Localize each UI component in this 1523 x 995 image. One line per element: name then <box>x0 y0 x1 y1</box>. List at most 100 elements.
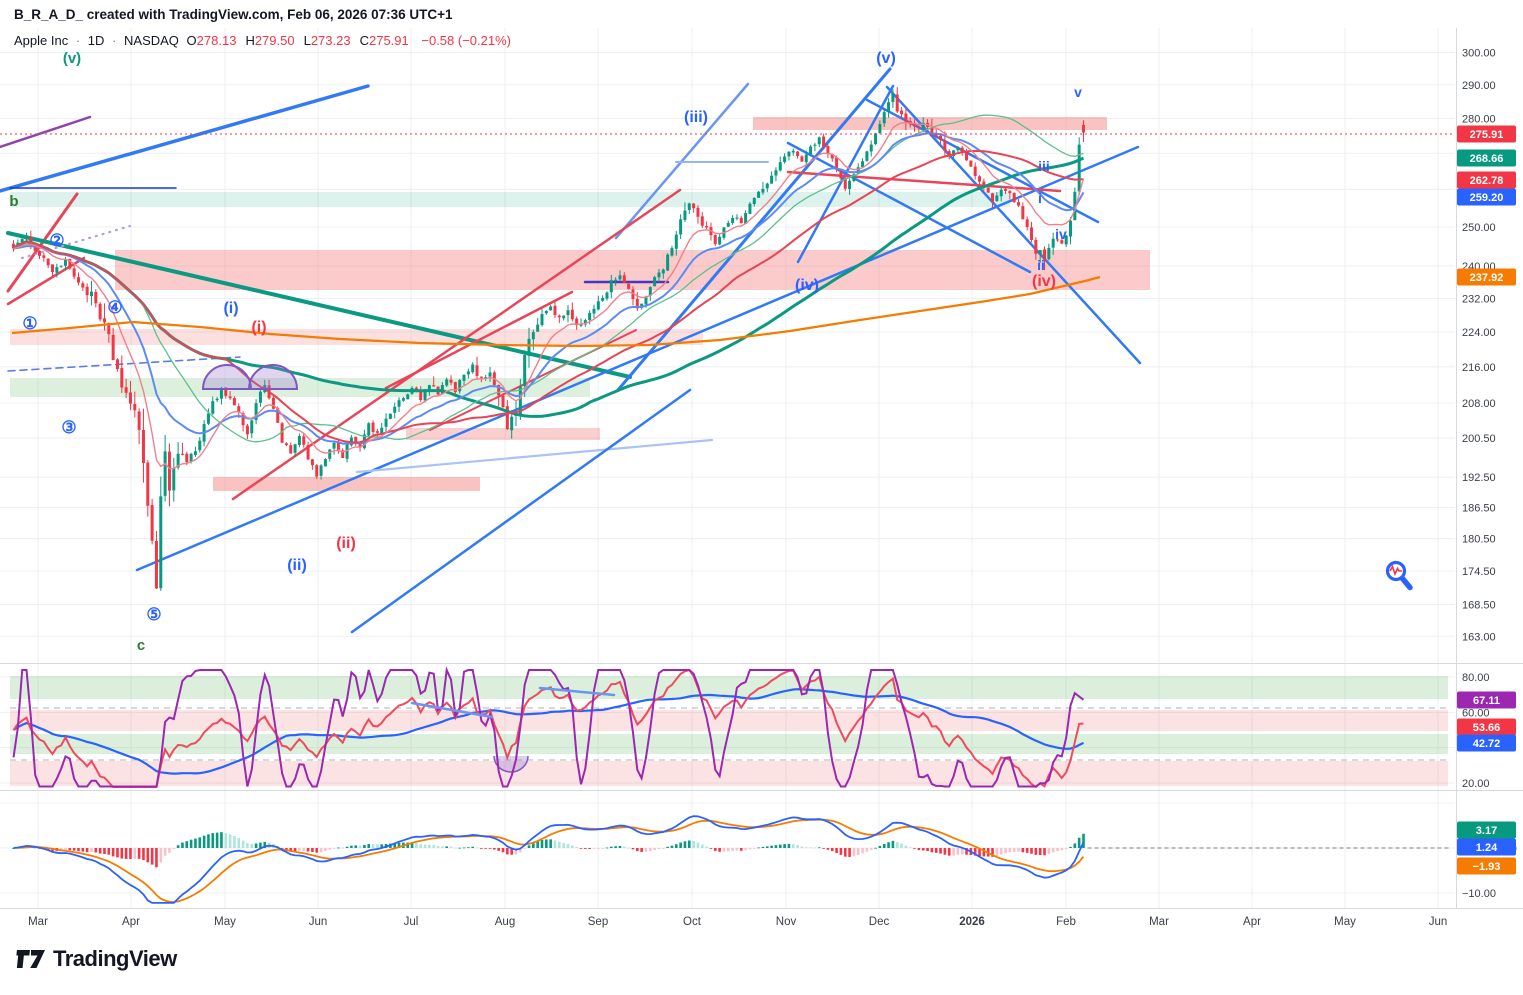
open-label: O <box>186 33 197 48</box>
price-axis-label: 163.00 <box>1462 631 1496 643</box>
trendline[interactable] <box>0 84 370 193</box>
trendline[interactable] <box>786 141 1032 274</box>
wave-label: (iv) <box>1032 273 1056 290</box>
price-badge <box>1457 125 1516 143</box>
tradingview-logo[interactable]: TradingView <box>16 946 177 972</box>
time-axis-label: Sep <box>588 916 608 928</box>
high-value: 279.50 <box>254 33 295 48</box>
price-axis-label: 250.00 <box>1462 222 1496 234</box>
price-zone[interactable] <box>10 761 1448 786</box>
trendline[interactable] <box>410 701 494 719</box>
stoch-fast-line[interactable] <box>12 666 1085 788</box>
price-badge-label: 275.91 <box>1470 129 1504 141</box>
price-badge <box>1457 268 1516 286</box>
wave-label: ② <box>49 231 64 250</box>
price-axis-label: 192.50 <box>1462 472 1496 484</box>
indicator-axis-label: 60.00 <box>1462 707 1490 719</box>
high-label: H <box>245 33 255 48</box>
trendline[interactable] <box>350 388 692 634</box>
indicator-axis-label: 20.00 <box>1462 778 1490 790</box>
price-badge <box>1457 188 1516 206</box>
price-axis-label: 280.00 <box>1462 114 1496 126</box>
trendline[interactable] <box>355 438 714 474</box>
wave-label: ③ <box>61 418 76 437</box>
trendline[interactable] <box>20 224 132 260</box>
price-badge <box>1457 149 1516 167</box>
trendline[interactable] <box>0 115 92 149</box>
price-badge <box>1457 821 1516 839</box>
price-badge-label: 268.66 <box>1470 153 1504 165</box>
macd-signal-line[interactable] <box>13 818 1085 904</box>
price-axis-label: 186.50 <box>1462 502 1496 514</box>
price-axis-label: 232.00 <box>1462 293 1496 305</box>
trendline[interactable] <box>6 256 86 306</box>
price-zone[interactable] <box>10 710 1448 731</box>
arc-drawing[interactable] <box>201 364 253 390</box>
macd-line[interactable] <box>13 815 1085 904</box>
wave-label: i <box>1038 190 1042 206</box>
wave-label: ii <box>1037 257 1045 273</box>
time-axis-label: Mar <box>28 916 48 928</box>
price-badge-label: 1.24 <box>1476 842 1498 854</box>
symbol-exchange[interactable]: NASDAQ <box>124 33 179 48</box>
price-zone[interactable] <box>10 676 1448 699</box>
wave-label: (iii) <box>684 109 708 126</box>
low-label: L <box>303 33 311 48</box>
moving-average[interactable] <box>13 114 1084 443</box>
wave-label: ① <box>22 314 37 333</box>
macd-histogram[interactable] <box>12 832 1085 868</box>
wave-label: (v) <box>876 50 896 67</box>
price-badge <box>1457 734 1516 752</box>
price-badge <box>1457 718 1516 736</box>
price-zone[interactable] <box>10 734 1448 754</box>
wave-label: (v) <box>63 50 81 67</box>
time-axis-label: Jun <box>309 916 328 928</box>
price-axis-label: 208.00 <box>1462 398 1496 410</box>
open-value: 278.13 <box>196 33 237 48</box>
arc-drawing[interactable] <box>493 755 529 773</box>
price-zone[interactable] <box>115 250 1150 290</box>
trendline[interactable] <box>6 231 632 379</box>
symbol-interval[interactable]: 1D <box>87 33 105 48</box>
arc-drawing[interactable] <box>247 364 299 390</box>
price-badge <box>1457 691 1516 709</box>
time-axis-label: Apr <box>122 916 140 928</box>
moving-average[interactable] <box>13 132 1085 445</box>
price-axis-label: 168.50 <box>1462 600 1496 612</box>
time-axis-label: May <box>214 916 236 928</box>
trendline[interactable] <box>135 145 1140 572</box>
wave-label: ⑤ <box>146 605 161 624</box>
time-axis-label: May <box>1334 916 1356 928</box>
symbol-legend[interactable]: Apple Inc · 1D · NASDAQ O278.13 H279.50 L2… <box>14 33 515 48</box>
price-axis-label: 200.50 <box>1462 433 1496 445</box>
moving-average[interactable] <box>13 121 1085 470</box>
trendline[interactable] <box>7 356 241 372</box>
indicator-axis-label: 80.00 <box>1462 672 1490 684</box>
trendline[interactable] <box>538 686 616 697</box>
trendline[interactable] <box>384 290 574 390</box>
close-value: 275.91 <box>368 33 409 48</box>
price-badge-label: 3.17 <box>1476 825 1497 837</box>
price-axis-label: 174.50 <box>1462 566 1496 578</box>
price-zone[interactable] <box>406 428 600 440</box>
rsi-slow-line[interactable] <box>12 688 1084 775</box>
tradingview-logo-icon <box>16 950 45 968</box>
moving-average-slow[interactable] <box>11 275 1101 348</box>
change-value: −0.58 (−0.21%) <box>421 33 511 48</box>
price-zone[interactable] <box>213 477 480 491</box>
close-label: C <box>359 33 369 48</box>
price-badge <box>1457 838 1516 856</box>
wave-label: (iv) <box>795 277 819 294</box>
price-badge-label: −1.93 <box>1473 861 1501 873</box>
symbol-name[interactable]: Apple Inc <box>14 33 69 48</box>
wave-label: c <box>137 637 145 654</box>
price-axis-label: 216.00 <box>1462 362 1496 374</box>
price-badge-label: 67.11 <box>1473 695 1500 707</box>
time-axis-label: Nov <box>776 916 797 928</box>
price-badge-label: 53.66 <box>1473 722 1501 734</box>
moving-average[interactable] <box>12 149 1084 444</box>
moving-average-lines[interactable] <box>11 114 1101 470</box>
wave-label: (i) <box>251 319 266 336</box>
